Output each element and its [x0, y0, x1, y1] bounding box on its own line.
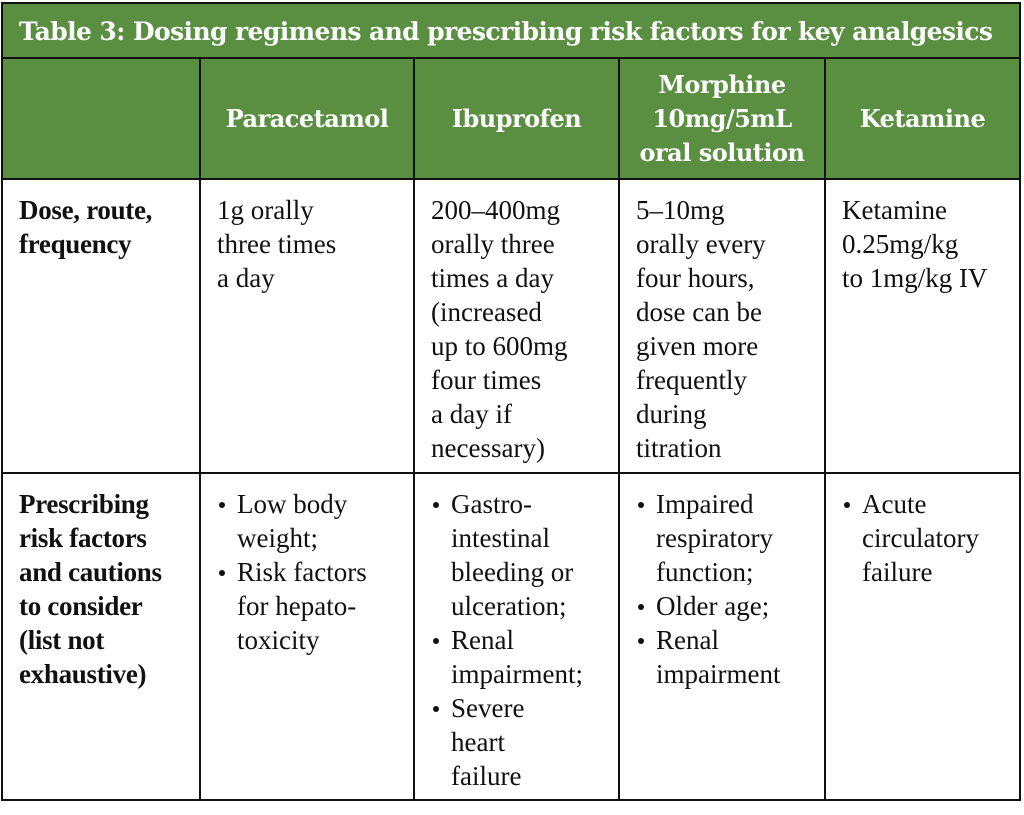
- risk-list: Acute circulatory failure: [842, 487, 1005, 589]
- header-row: Paracetamol Ibuprofen Morphine 10mg/5mL …: [3, 59, 1019, 180]
- row-label-risk: Prescribing risk factors and cautions to…: [3, 472, 201, 800]
- cell-paracetamol-risk: Low body weight; Risk factors for hepato…: [199, 472, 415, 800]
- header-ketamine: Ketamine: [824, 59, 1019, 180]
- cell-ibuprofen-risk: Gastro- intestinal bleeding or ulceratio…: [413, 472, 620, 800]
- risk-list: Low body weight; Risk factors for hepato…: [217, 487, 399, 657]
- cell-paracetamol-dose: 1g orally three times a day: [199, 178, 415, 474]
- cell-ketamine-dose: Ketamine 0.25mg/kg to 1mg/kg IV: [824, 178, 1019, 474]
- table-title: Table 3: Dosing regimens and prescribing…: [3, 4, 1019, 59]
- header-morphine: Morphine 10mg/5mL oral solution: [618, 59, 826, 180]
- list-item: Older age;: [636, 589, 810, 623]
- list-item: Severe heart failure: [431, 691, 604, 793]
- list-item: Gastro- intestinal bleeding or ulceratio…: [431, 487, 604, 623]
- header-empty: [3, 59, 201, 180]
- analgesics-table: Table 3: Dosing regimens and prescribing…: [1, 2, 1021, 801]
- cell-morphine-risk: Impaired respiratory function; Older age…: [618, 472, 826, 800]
- cell-morphine-dose: 5–10mg orally every four hours, dose can…: [618, 178, 826, 474]
- cell-ibuprofen-dose: 200–400mg orally three times a day (incr…: [413, 178, 620, 474]
- cell-ketamine-risk: Acute circulatory failure: [824, 472, 1019, 800]
- row-label-dose: Dose, route, frequency: [3, 178, 201, 474]
- risk-list: Gastro- intestinal bleeding or ulceratio…: [431, 487, 604, 793]
- list-item: Impaired respiratory function;: [636, 487, 810, 589]
- table-row-risk-factors: Prescribing risk factors and cautions to…: [3, 472, 1019, 800]
- header-ibuprofen: Ibuprofen: [413, 59, 620, 180]
- header-paracetamol: Paracetamol: [199, 59, 415, 180]
- list-item: Renal impairment;: [431, 623, 604, 691]
- list-item: Renal impairment: [636, 623, 810, 691]
- table-row-dose: Dose, route, frequency 1g orally three t…: [3, 178, 1019, 474]
- risk-list: Impaired respiratory function; Older age…: [636, 487, 810, 691]
- data-table: Paracetamol Ibuprofen Morphine 10mg/5mL …: [3, 59, 1019, 800]
- list-item: Acute circulatory failure: [842, 487, 1005, 589]
- list-item: Low body weight;: [217, 487, 399, 555]
- list-item: Risk factors for hepato- toxicity: [217, 555, 399, 657]
